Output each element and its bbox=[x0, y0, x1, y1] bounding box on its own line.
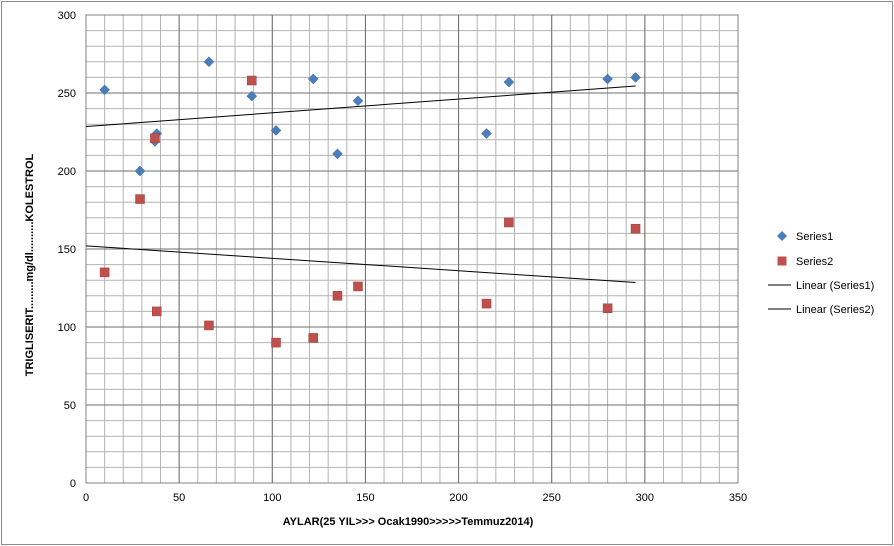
series2-point bbox=[152, 306, 162, 317]
x-tick-label: 0 bbox=[83, 492, 89, 504]
trendline-series2 bbox=[85, 245, 636, 284]
series2-point bbox=[630, 223, 641, 234]
series2-point bbox=[247, 75, 257, 86]
series2-point bbox=[504, 217, 514, 228]
trendline-series1 bbox=[85, 85, 636, 128]
x-tick-label: 350 bbox=[729, 492, 747, 504]
data-points bbox=[99, 56, 641, 348]
legend-label-series1: Series1 bbox=[796, 231, 833, 243]
x-tick-label: 100 bbox=[263, 492, 281, 504]
trendlines bbox=[85, 85, 636, 284]
x-axis-title: AYLAR(25 YIL>>> Ocak1990>>>>>Temmuz2014) bbox=[283, 516, 534, 528]
series1-point bbox=[602, 73, 613, 85]
legend-label-series2: Series2 bbox=[796, 256, 833, 268]
x-tick-label: 250 bbox=[543, 492, 561, 504]
series2-point bbox=[135, 194, 145, 204]
y-tick-label: 200 bbox=[58, 166, 76, 178]
major-grid bbox=[85, 14, 739, 484]
y-tick-label: 250 bbox=[58, 88, 76, 100]
plot-area-border bbox=[85, 14, 739, 484]
y-axis-ticks: 0 50 100 150 200 250 300 bbox=[58, 10, 76, 490]
legend-marker-series1 bbox=[777, 231, 787, 241]
series2-point bbox=[271, 337, 281, 348]
series1-point bbox=[99, 84, 110, 96]
legend-label-trend2: Linear (Series2) bbox=[796, 304, 874, 316]
series1-point bbox=[134, 165, 146, 177]
series2-point bbox=[332, 291, 343, 301]
x-axis-ticks: 0 50 100 150 200 250 300 350 bbox=[83, 492, 747, 504]
legend-label-trend1: Linear (Series1) bbox=[796, 280, 874, 292]
y-axis-title: TRIGLISERIT.........mg/dl..........KOLES… bbox=[24, 153, 36, 376]
legend-marker-series2 bbox=[777, 256, 787, 266]
series1-point bbox=[246, 90, 258, 102]
series2-point bbox=[204, 320, 214, 331]
series2-point bbox=[308, 333, 319, 343]
legend: Series1 Series2 Linear (Series1) Linear (Se… bbox=[768, 231, 874, 316]
y-tick-label: 50 bbox=[64, 400, 76, 412]
x-tick-label: 50 bbox=[173, 492, 185, 504]
x-tick-label: 150 bbox=[356, 492, 374, 504]
y-tick-label: 0 bbox=[70, 478, 76, 490]
x-tick-label: 300 bbox=[636, 492, 654, 504]
series1-point bbox=[503, 76, 515, 88]
series1-point bbox=[270, 125, 282, 136]
series2-point bbox=[481, 298, 492, 309]
y-tick-label: 150 bbox=[58, 244, 76, 256]
series1-point bbox=[307, 73, 319, 85]
x-tick-label: 200 bbox=[449, 492, 467, 504]
y-tick-label: 100 bbox=[58, 322, 76, 334]
series2-point bbox=[602, 303, 613, 314]
series1-point bbox=[481, 128, 492, 139]
series2-point bbox=[99, 267, 110, 278]
y-tick-label: 300 bbox=[58, 10, 76, 22]
series1-point bbox=[352, 95, 364, 107]
series1-point bbox=[630, 72, 641, 83]
series1-point bbox=[332, 148, 343, 160]
series2-point bbox=[150, 133, 160, 143]
series1-point bbox=[203, 56, 215, 68]
series2-point bbox=[353, 281, 363, 292]
